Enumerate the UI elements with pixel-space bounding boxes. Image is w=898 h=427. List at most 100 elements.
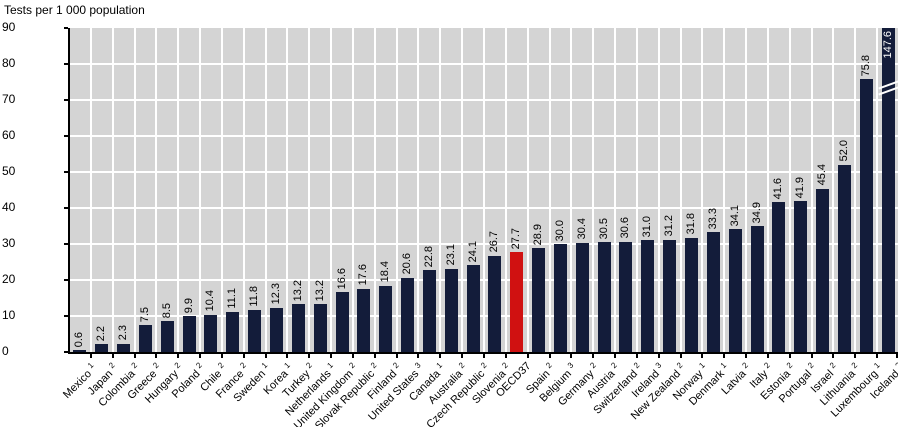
column-band [353, 28, 374, 352]
value-label: 2.2 [95, 325, 108, 342]
x-tick [89, 354, 92, 358]
axis-break-mark [877, 80, 898, 96]
column-band [179, 28, 200, 352]
y-tick [64, 207, 68, 209]
bar-chile: 10.4 [204, 290, 218, 352]
y-tick-label: 0 [2, 344, 9, 358]
value-label: 7.5 [138, 306, 151, 322]
y-tick [64, 63, 68, 65]
x-tick [395, 354, 398, 358]
value-label: 23.1 [444, 244, 457, 266]
value-label: 24.1 [466, 240, 479, 263]
y-tick-label: 20 [2, 272, 16, 286]
bar-israel: 45.4 [816, 164, 830, 352]
value-label: 18.4 [379, 261, 392, 283]
value-label: 28.9 [532, 223, 545, 245]
column-band [397, 28, 418, 352]
column-band [288, 28, 309, 352]
gridline [70, 99, 898, 101]
gridline [70, 243, 898, 245]
x-tick [177, 354, 180, 358]
value-label: 13.2 [313, 280, 326, 302]
value-label: 34.9 [750, 201, 763, 224]
value-label: 75.8 [859, 54, 872, 77]
value-label: 30.0 [553, 219, 566, 241]
x-tick [439, 354, 442, 358]
value-label: 22.8 [422, 245, 435, 267]
bar-luxembourg: 75.8 [859, 55, 873, 352]
value-label: 33.3 [706, 207, 719, 230]
x-tick [635, 354, 638, 358]
x-tick [504, 354, 507, 358]
x-tick [461, 354, 464, 358]
bar-norway: 31.8 [685, 213, 698, 352]
bar-spain: 28.9 [532, 224, 546, 352]
value-label: 20.6 [401, 253, 414, 275]
y-tick-label: 30 [2, 236, 16, 250]
bar-colombia: 2.3 [117, 325, 131, 352]
x-tick [766, 354, 769, 358]
bar-mexico: 0.6 [73, 332, 87, 352]
x-tick [832, 354, 835, 358]
x-tick [854, 354, 857, 358]
y-tick [64, 279, 68, 281]
bar-denmark: 33.3 [706, 208, 720, 352]
x-tick [417, 354, 420, 358]
bar-hungary: 8.5 [160, 303, 174, 352]
column-band [244, 28, 265, 352]
bar-belgium: 30.0 [553, 220, 567, 352]
chart-title: Tests per 1 000 population [4, 3, 145, 17]
x-tick [220, 354, 223, 358]
value-label: 13.2 [291, 280, 304, 302]
y-tick [64, 315, 68, 317]
x-tick [548, 354, 551, 358]
y-tick-label: 90 [2, 20, 16, 34]
bar-czech-republic: 24.1 [466, 241, 480, 352]
y-tick [64, 27, 68, 29]
y-tick-label: 60 [2, 128, 16, 142]
x-tick [308, 354, 311, 358]
bar-portugal: 41.9 [794, 177, 808, 352]
y-tick-label: 10 [2, 308, 16, 322]
x-tick [876, 354, 879, 358]
y-tick-label: 40 [2, 200, 16, 214]
x-tick [526, 354, 529, 358]
bar-slovak-republic: 17.6 [357, 264, 371, 352]
column-band [310, 28, 331, 352]
column-band [222, 28, 243, 352]
y-tick-label: 80 [2, 56, 16, 70]
x-tick [155, 354, 158, 358]
y-tick [64, 99, 68, 101]
y-axis-line [68, 28, 70, 354]
x-tick [592, 354, 595, 358]
bar-germany: 30.4 [575, 218, 589, 352]
column-band [266, 28, 287, 352]
bar-france: 11.1 [226, 288, 240, 352]
bar-new-zealand: 31.2 [663, 215, 677, 352]
x-tick [570, 354, 573, 358]
bar-switzerland: 30.6 [619, 217, 633, 352]
x-tick [286, 354, 289, 358]
value-label: 45.4 [816, 164, 829, 186]
value-label: 147.6 [881, 31, 894, 59]
column-band [135, 28, 156, 352]
bar-sweden: 11.8 [248, 286, 262, 352]
x-tick [788, 354, 791, 358]
x-tick [679, 354, 682, 358]
value-label: 16.6 [335, 267, 348, 290]
y-tick [64, 351, 68, 353]
x-tick [657, 354, 660, 358]
x-tick [614, 354, 617, 358]
y-tick-label: 70 [2, 92, 16, 106]
value-label: 10.4 [204, 290, 217, 312]
x-axis-labels: Mexico 1 Japan 2 Colombia 2 Greece 2 Hungary… [61, 356, 898, 427]
x-tick [745, 354, 748, 358]
y-tick-label: 50 [2, 164, 16, 178]
column-band [332, 28, 352, 352]
gridline [70, 63, 898, 65]
gridline [70, 135, 898, 137]
bar-united-kingdom: 16.6 [335, 268, 349, 352]
bar-latvia: 34.1 [728, 205, 742, 352]
x-tick [483, 354, 485, 358]
value-label: 41.9 [794, 176, 807, 199]
